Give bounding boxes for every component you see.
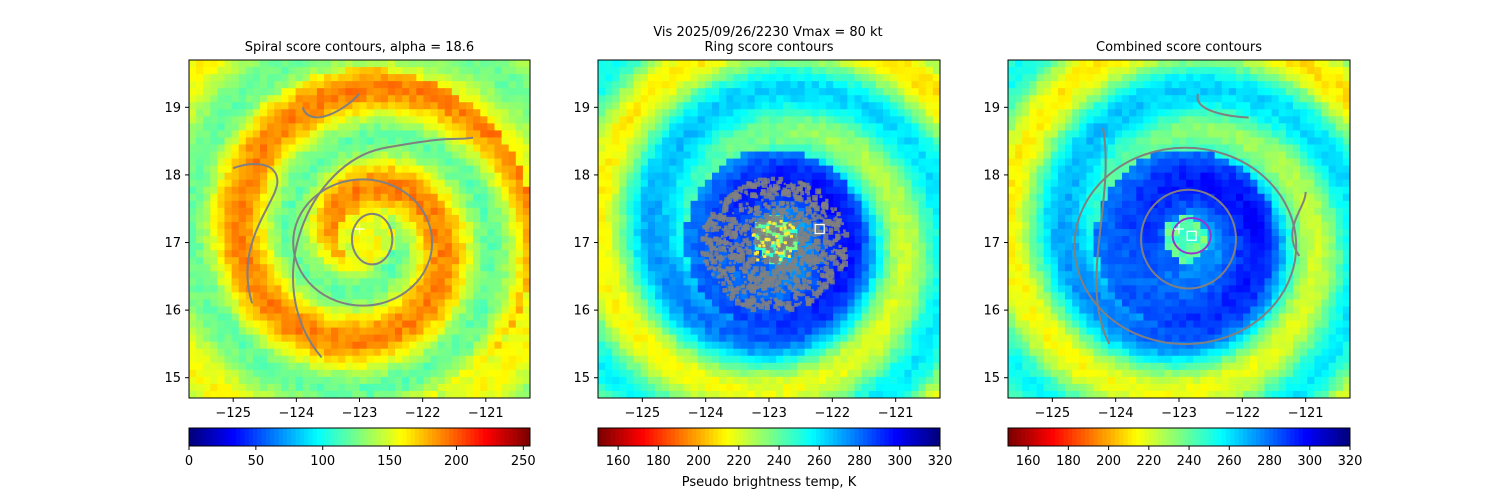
y-tick-label: 17: [573, 236, 590, 251]
panel-title: Combined score contours: [1096, 40, 1262, 55]
colorbar-tick-label: 0: [185, 454, 193, 469]
x-tick-label: −125: [215, 406, 251, 421]
colorbar-tick-label: 260: [807, 454, 832, 469]
center-square-marker: [1186, 230, 1197, 241]
x-tick-label: −121: [878, 406, 914, 421]
contour-inner-ring: [350, 212, 394, 266]
colorbar-tick-label: 150: [377, 454, 402, 469]
colorbar-tick-label: 280: [1257, 454, 1282, 469]
x-tick-label: −121: [468, 406, 504, 421]
x-tick-label: −123: [1161, 406, 1197, 421]
colorbar-tick-label: 240: [767, 454, 792, 469]
colorbar-tick-label: 280: [847, 454, 872, 469]
colorbar: 160 180 200 220 240 260 280 300 320: [1007, 427, 1363, 469]
panel-2: Ring score contours −125 −124 −123 −122 −121 1…: [573, 40, 952, 490]
contour-inner-ring: [1140, 188, 1237, 290]
colorbar-tick-label: 160: [1016, 454, 1041, 469]
y-tick-label: 19: [983, 101, 1000, 116]
y-tick-label: 17: [164, 236, 181, 251]
colorbar-tick-label: 50: [248, 454, 265, 469]
colorbar-frame: [1007, 427, 1351, 447]
center-plus-marker: [1174, 224, 1184, 234]
colorbar-tick-label: 200: [686, 454, 711, 469]
y-tick-label: 16: [983, 304, 1000, 319]
colorbar-tick-label: 220: [726, 454, 751, 469]
x-tick-label: −122: [405, 406, 441, 421]
y-tick-label: 19: [573, 101, 590, 116]
x-tick-label: −124: [278, 406, 314, 421]
contour-north-band: [1196, 93, 1249, 119]
y-tick-label: 17: [983, 236, 1000, 251]
x-tick-label: −123: [751, 406, 787, 421]
x-tick-label: −124: [688, 406, 724, 421]
colorbar-tick-label: 250: [511, 454, 536, 469]
panel-3: Combined score contours −125 −124 −123 −122 −…: [983, 40, 1362, 469]
colorbar-tick-label: 320: [1338, 454, 1363, 469]
x-tick-label: −122: [814, 406, 850, 421]
colorbar-tick-label: 200: [1096, 454, 1121, 469]
x-tick-label: −122: [1224, 406, 1260, 421]
x-tick-label: −121: [1288, 406, 1324, 421]
colorbar-label: Pseudo brightness temp, K: [682, 475, 857, 490]
ring-score-noise: [700, 176, 850, 313]
y-tick-label: 19: [164, 101, 181, 116]
y-tick-label: 15: [164, 371, 181, 386]
heatmap-image: [598, 60, 940, 398]
contour-eye-ring: [1171, 217, 1212, 255]
figure-suptitle: Vis 2025/09/26/2230 Vmax = 80 kt: [653, 25, 882, 40]
heatmap-image: [189, 60, 530, 398]
panel-title: Spiral score contours, alpha = 18.6: [245, 40, 474, 55]
y-tick-label: 15: [983, 371, 1000, 386]
y-tick-label: 15: [573, 371, 590, 386]
colorbar-tick-label: 320: [928, 454, 953, 469]
y-tick-label: 18: [164, 168, 181, 183]
contour-lines: [232, 93, 474, 359]
y-tick-label: 18: [983, 168, 1000, 183]
center-plus-marker: [354, 224, 365, 234]
colorbar-tick-label: 220: [1136, 454, 1161, 469]
colorbar-tick-label: 200: [444, 454, 469, 469]
panel-title: Ring score contours: [704, 40, 833, 55]
contour-lines: [1073, 93, 1307, 346]
contour-outer-ring: [1073, 146, 1298, 346]
colorbar-tick-label: 240: [1177, 454, 1202, 469]
contour-outer-spiral-arm: [292, 136, 474, 359]
y-tick-label: 16: [573, 304, 590, 319]
x-tick-label: −123: [342, 406, 378, 421]
x-tick-label: −124: [1098, 406, 1134, 421]
colorbar-tick-label: 300: [1297, 454, 1322, 469]
panel-1: Spiral score contours, alpha = 18.6 −125 −…: [164, 40, 535, 469]
center-square-marker: [814, 223, 825, 235]
contour-middle-ring: [292, 178, 434, 307]
y-tick-label: 18: [573, 168, 590, 183]
x-tick-label: −125: [624, 406, 660, 421]
colorbar-tick-label: 100: [310, 454, 335, 469]
x-tick-label: −125: [1034, 406, 1070, 421]
contour-west-band: [1095, 127, 1111, 345]
colorbar: 0 50 100 150 200 250: [185, 427, 536, 469]
y-tick-label: 16: [164, 304, 181, 319]
contour-east-band: [1291, 191, 1307, 257]
colorbar-frame: [188, 427, 531, 447]
contour-north-band: [301, 93, 361, 119]
colorbar-tick-label: 160: [606, 454, 631, 469]
contour-west-band: [232, 163, 279, 304]
colorbar-tick-label: 260: [1217, 454, 1242, 469]
colorbar-tick-label: 180: [1056, 454, 1081, 469]
colorbar: 160 180 200 220 240 260 280 300 320 Pseudo bright…: [597, 427, 953, 490]
colorbar-tick-label: 180: [646, 454, 671, 469]
colorbar-tick-label: 300: [887, 454, 912, 469]
colorbar-frame: [597, 427, 941, 447]
